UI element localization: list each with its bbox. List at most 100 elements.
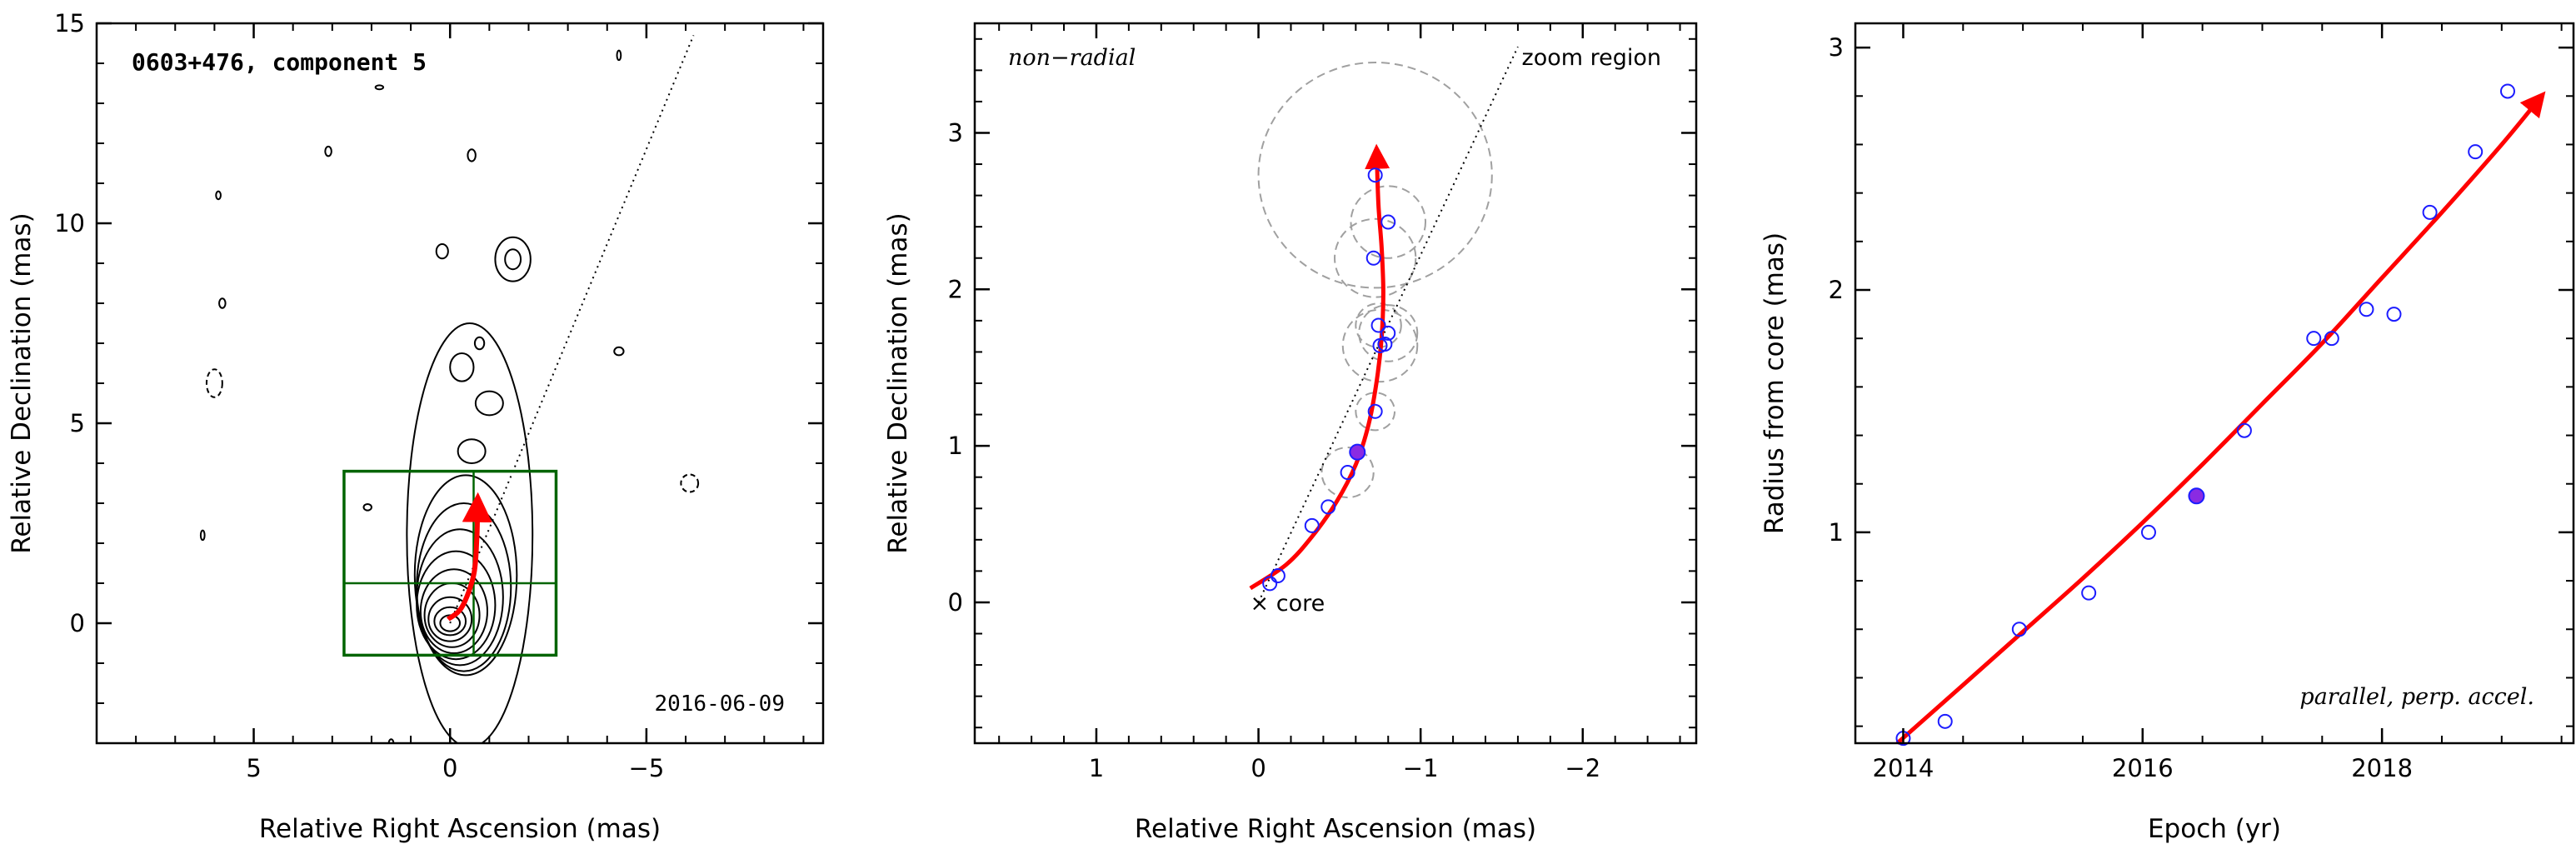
y-tick-label: 1 bbox=[948, 432, 963, 460]
data-point bbox=[2236, 422, 2252, 438]
x-axis-label: Epoch (yr) bbox=[2148, 814, 2281, 844]
y-tick-label: 5 bbox=[70, 409, 85, 437]
x-tick-label: 0 bbox=[442, 754, 457, 782]
annotation-fit-model: parallel, perp. accel. bbox=[2299, 684, 2534, 710]
y-tick-label: 15 bbox=[54, 9, 85, 37]
plot-frame bbox=[973, 22, 1698, 745]
tick-marks: 1 0 −1 −2 0 1 2 3 bbox=[948, 23, 1696, 782]
contour-level bbox=[387, 738, 395, 743]
data-point bbox=[1304, 517, 1320, 533]
annotation-zoom-region: zoom region bbox=[1522, 45, 1661, 71]
highlighted-epoch-point bbox=[2188, 487, 2205, 505]
x-tick-label: 2014 bbox=[1873, 754, 1934, 782]
zoom-box bbox=[342, 469, 558, 657]
contour-level bbox=[416, 502, 512, 672]
x-tick-label: −5 bbox=[629, 754, 665, 782]
data-point bbox=[2140, 524, 2156, 540]
negative-contour bbox=[205, 368, 223, 398]
x-tick-label: 5 bbox=[246, 754, 261, 782]
data-point bbox=[1380, 325, 1396, 341]
data-point bbox=[2386, 307, 2402, 322]
contour-level bbox=[406, 322, 534, 743]
position-error-circle bbox=[1320, 447, 1375, 499]
x-tick-label: 2018 bbox=[2351, 754, 2413, 782]
contour-level bbox=[419, 568, 488, 654]
y-tick-label: 1 bbox=[1829, 518, 1844, 547]
position-error-circle bbox=[1334, 217, 1417, 298]
contour-level bbox=[362, 502, 372, 512]
x-tick-label: −2 bbox=[1565, 754, 1600, 782]
fit-curve-arrow bbox=[1895, 91, 2546, 745]
panel-contour-map: 5 0 −5 0 5 10 15 0603+476, component 5 2016-06… bbox=[7, 9, 825, 844]
data-point bbox=[1380, 214, 1396, 230]
data-point bbox=[2422, 204, 2438, 220]
contour-level bbox=[473, 336, 486, 351]
contour-level bbox=[616, 49, 622, 62]
data-point bbox=[1367, 167, 1383, 183]
y-axis-label: Radius from core (mas) bbox=[1760, 232, 1790, 534]
contour-level bbox=[494, 236, 532, 282]
y-tick-label: 0 bbox=[70, 609, 85, 637]
position-error-circle bbox=[1358, 304, 1419, 362]
tick-marks: 2014 2016 2018 1 2 3 bbox=[1829, 23, 2574, 782]
plot-frame bbox=[95, 22, 825, 745]
highlighted-epoch-point bbox=[1349, 443, 1366, 461]
contour-level bbox=[474, 390, 504, 417]
data-point bbox=[1262, 576, 1278, 592]
chart-title: 0603+476, component 5 bbox=[132, 48, 427, 76]
x-tick-label: 2016 bbox=[2112, 754, 2174, 782]
position-error-circle bbox=[1350, 185, 1427, 259]
tick-marks: 5 0 −5 0 5 10 15 bbox=[54, 9, 823, 782]
position-error-circle bbox=[1341, 308, 1419, 383]
x-axis-label: Relative Right Ascension (mas) bbox=[259, 814, 661, 844]
contour-level bbox=[457, 438, 487, 464]
contour-level bbox=[374, 84, 385, 91]
negative-contour bbox=[680, 473, 700, 493]
data-point bbox=[1377, 337, 1393, 352]
data-point bbox=[1320, 499, 1336, 515]
x-tick-label: 0 bbox=[1251, 754, 1266, 782]
contour-level bbox=[435, 242, 449, 260]
data-point bbox=[1340, 465, 1355, 481]
data-point bbox=[1370, 317, 1386, 333]
data-point bbox=[2306, 331, 2322, 347]
data-point bbox=[1365, 250, 1381, 266]
y-tick-label: 10 bbox=[54, 209, 85, 237]
error-circles bbox=[1257, 61, 1493, 499]
x-axis-label: Relative Right Ascension (mas) bbox=[1135, 814, 1536, 844]
data-point bbox=[1367, 403, 1383, 419]
data-point bbox=[2499, 83, 2515, 99]
panel-non-radial-zoom: 1 0 −1 −2 0 1 2 3 non−radial zoom region × core… bbox=[883, 22, 1698, 844]
y-axis-label: Relative Declination (mas) bbox=[7, 212, 37, 554]
contour-level bbox=[449, 352, 475, 382]
contour-level bbox=[215, 190, 222, 201]
annotation-non-radial: non−radial bbox=[1008, 45, 1136, 71]
zoom-region-dotted-line bbox=[1257, 46, 1519, 603]
data-point bbox=[1270, 568, 1286, 584]
zoom-box-outline bbox=[342, 469, 558, 657]
contour-level bbox=[427, 596, 473, 642]
trajectory-arrow bbox=[446, 492, 492, 622]
contour-level bbox=[613, 346, 625, 357]
data-point bbox=[2011, 622, 2027, 637]
contour-level bbox=[413, 474, 518, 677]
position-error-circle bbox=[1257, 61, 1493, 289]
y-tick-label: 0 bbox=[948, 588, 963, 617]
data-point bbox=[2359, 302, 2374, 317]
y-tick-label: 2 bbox=[1829, 276, 1844, 304]
annotation-core: × core bbox=[1251, 591, 1325, 617]
contour-level bbox=[199, 529, 206, 542]
observation-date: 2016-06-09 bbox=[654, 692, 785, 717]
position-error-circle bbox=[1355, 392, 1396, 432]
y-tick-label: 3 bbox=[1829, 33, 1844, 62]
contour-level bbox=[433, 606, 467, 637]
contour-level bbox=[218, 297, 227, 309]
y-tick-label: 2 bbox=[948, 275, 963, 303]
x-tick-label: 1 bbox=[1089, 754, 1104, 782]
y-tick-label: 3 bbox=[948, 118, 963, 147]
data-point bbox=[2324, 331, 2339, 347]
data-points bbox=[1262, 167, 1396, 592]
data-point bbox=[2081, 585, 2097, 601]
contour-level bbox=[504, 248, 522, 271]
